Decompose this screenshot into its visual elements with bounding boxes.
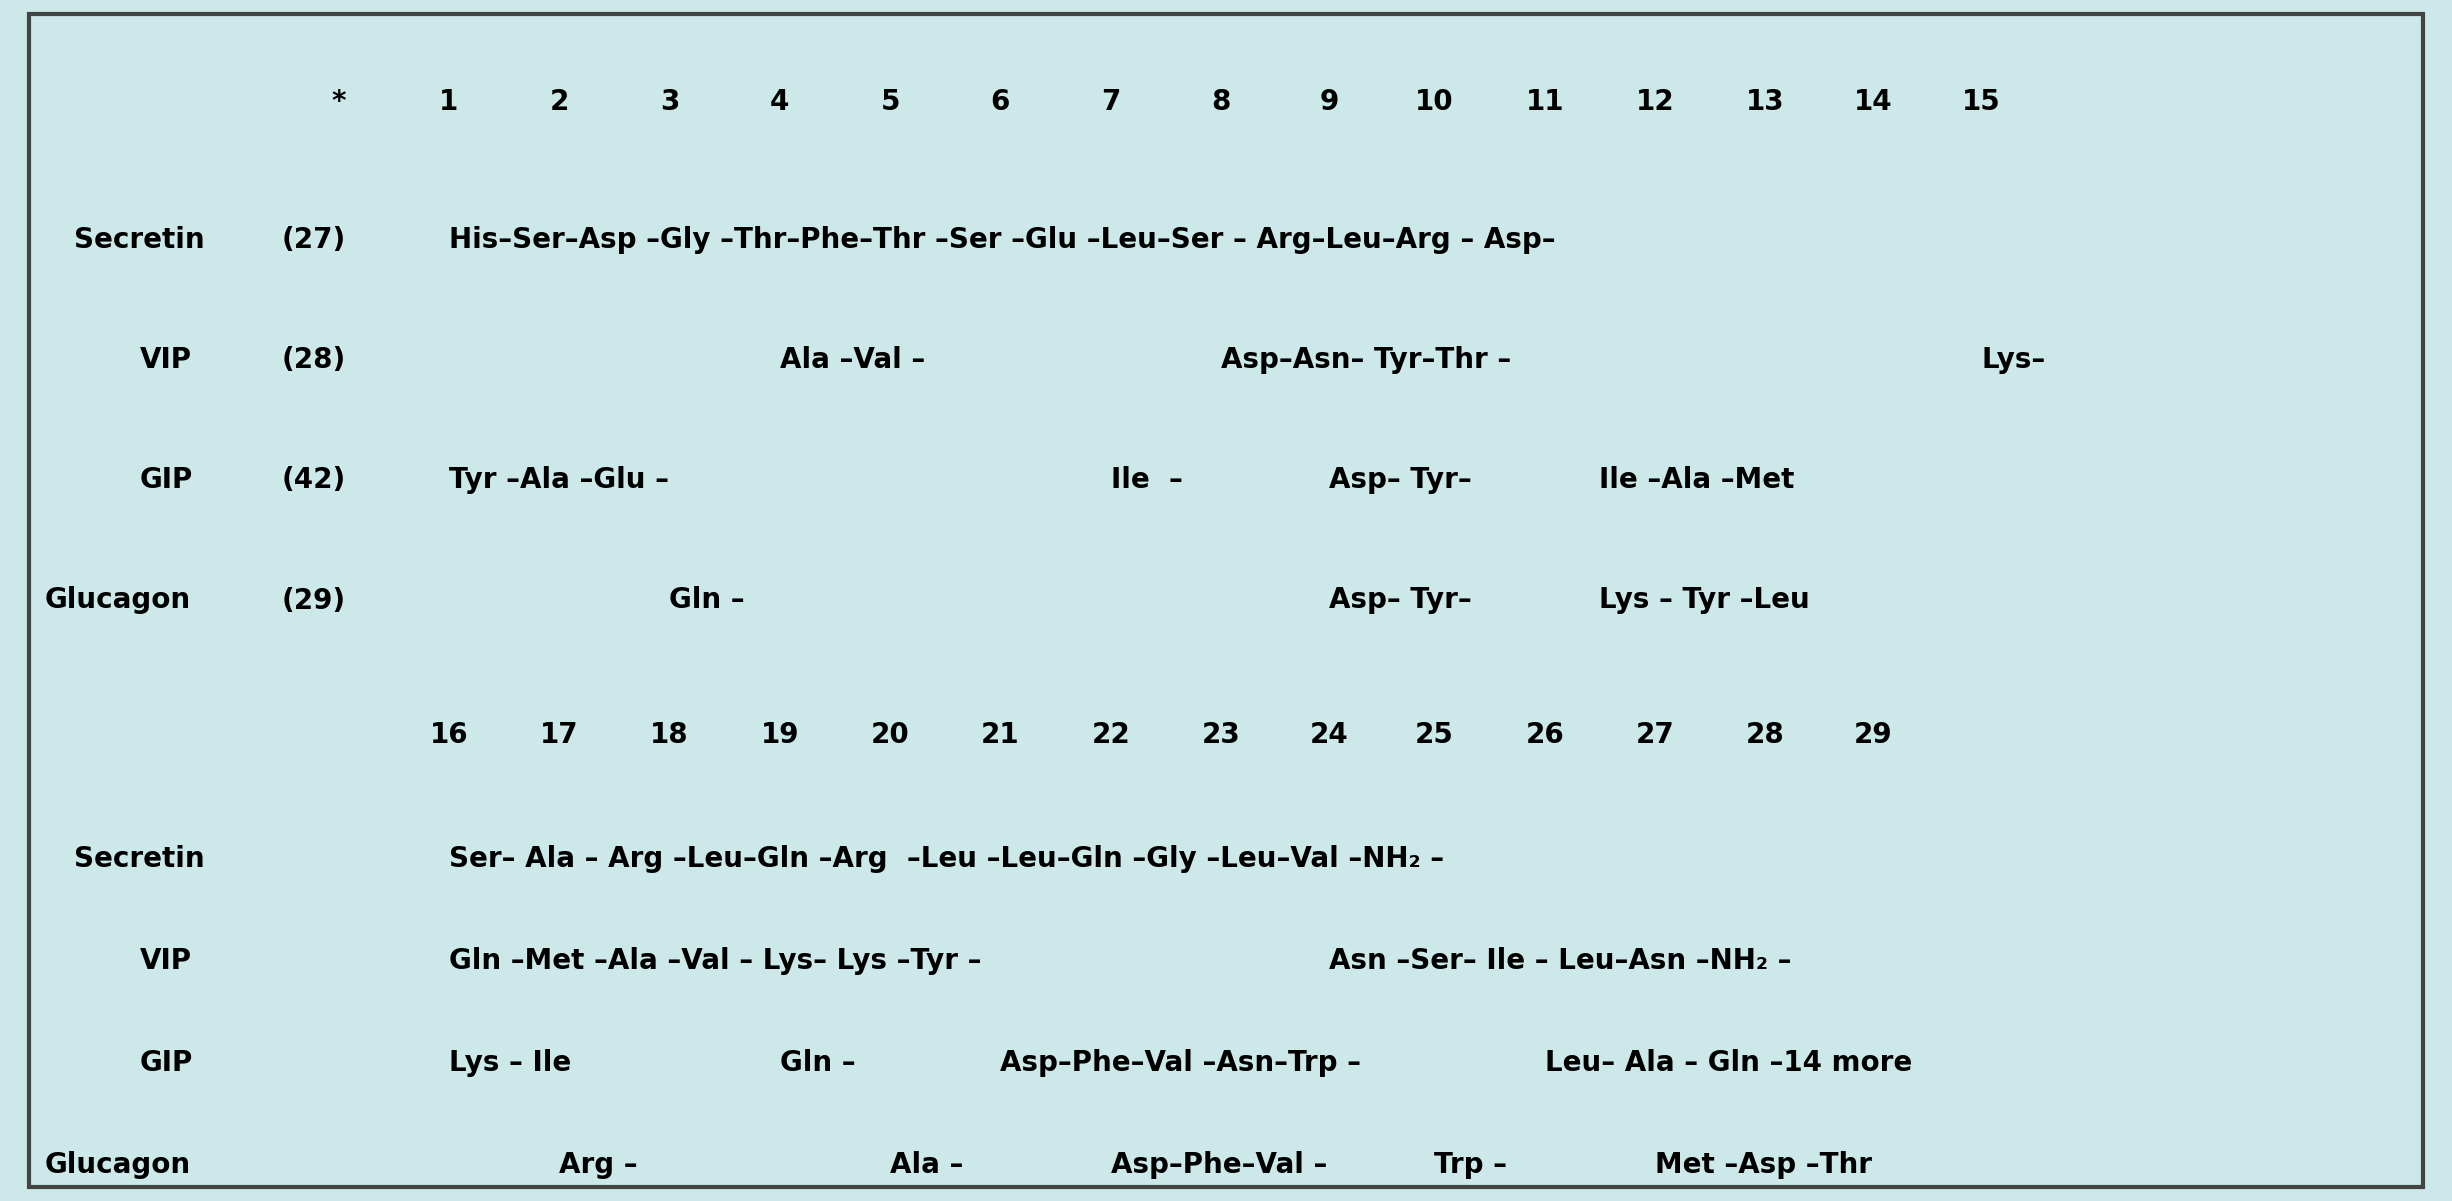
Text: Ile  –: Ile – [1111,466,1182,495]
Text: Ile –Ala –Met: Ile –Ala –Met [1599,466,1795,495]
Text: 7: 7 [1101,88,1121,116]
Text: Asn –Ser– Ile – Leu–Asn –NH₂ –: Asn –Ser– Ile – Leu–Asn –NH₂ – [1329,946,1792,975]
Text: 25: 25 [1415,721,1454,749]
Text: Met –Asp –Thr: Met –Asp –Thr [1655,1151,1871,1179]
Text: (29): (29) [282,586,346,615]
Text: Trp –: Trp – [1434,1151,1508,1179]
Text: 17: 17 [539,721,579,749]
FancyBboxPatch shape [29,14,2423,1187]
Text: 22: 22 [1091,721,1130,749]
Text: Lys – Ile: Lys – Ile [449,1048,571,1077]
Text: 4: 4 [770,88,790,116]
Text: 18: 18 [650,721,689,749]
Text: 27: 27 [1635,721,1675,749]
Text: 6: 6 [991,88,1010,116]
Text: 28: 28 [1746,721,1785,749]
Text: Asp–Phe–Val –Asn–Trp –: Asp–Phe–Val –Asn–Trp – [1000,1048,1361,1077]
Text: Ala –: Ala – [890,1151,964,1179]
Text: 1: 1 [439,88,459,116]
Text: Tyr –Ala –Glu –: Tyr –Ala –Glu – [449,466,669,495]
Text: 13: 13 [1746,88,1785,116]
Text: Ala –Val –: Ala –Val – [780,346,924,375]
Text: GIP: GIP [140,1048,194,1077]
Text: Secretin: Secretin [74,226,204,255]
Text: (42): (42) [282,466,346,495]
Text: 19: 19 [760,721,799,749]
Text: Lys – Tyr –Leu: Lys – Tyr –Leu [1599,586,1810,615]
Text: Secretin: Secretin [74,844,204,873]
Text: 16: 16 [429,721,468,749]
Text: Gln –: Gln – [780,1048,856,1077]
Text: 3: 3 [660,88,679,116]
Text: (28): (28) [282,346,346,375]
Text: Lys–: Lys– [1981,346,2045,375]
Text: Asp–Phe–Val –: Asp–Phe–Val – [1111,1151,1327,1179]
Text: VIP: VIP [140,946,191,975]
Text: 12: 12 [1635,88,1675,116]
Text: GIP: GIP [140,466,194,495]
Text: 2: 2 [549,88,569,116]
Text: Gln –: Gln – [669,586,745,615]
Text: Glucagon: Glucagon [44,586,191,615]
Text: Asp–Asn– Tyr–Thr –: Asp–Asn– Tyr–Thr – [1221,346,1510,375]
Text: His–Ser–Asp –Gly –Thr–Phe–Thr –Ser –Glu –Leu–Ser – Arg–Leu–Arg – Asp–: His–Ser–Asp –Gly –Thr–Phe–Thr –Ser –Glu … [449,226,1555,255]
Text: Arg –: Arg – [559,1151,638,1179]
Text: 8: 8 [1211,88,1231,116]
Text: 24: 24 [1309,721,1349,749]
Text: *: * [331,88,346,116]
Text: 14: 14 [1854,88,1893,116]
Text: 9: 9 [1319,88,1339,116]
Text: 11: 11 [1525,88,1564,116]
Text: Gln –Met –Ala –Val – Lys– Lys –Tyr –: Gln –Met –Ala –Val – Lys– Lys –Tyr – [449,946,981,975]
Text: 5: 5 [880,88,900,116]
Text: Ser– Ala – Arg –Leu–Gln –Arg  –Leu –Leu–Gln –Gly –Leu–Val –NH₂ –: Ser– Ala – Arg –Leu–Gln –Arg –Leu –Leu–G… [449,844,1444,873]
Text: VIP: VIP [140,346,191,375]
Text: 10: 10 [1415,88,1454,116]
Text: 15: 15 [1962,88,2001,116]
Text: 26: 26 [1525,721,1564,749]
Text: 20: 20 [870,721,910,749]
Text: Leu– Ala – Gln –14 more: Leu– Ala – Gln –14 more [1545,1048,1913,1077]
Text: Asp– Tyr–: Asp– Tyr– [1329,586,1471,615]
Text: 23: 23 [1201,721,1241,749]
Text: Asp– Tyr–: Asp– Tyr– [1329,466,1471,495]
Text: 29: 29 [1854,721,1893,749]
Text: 21: 21 [981,721,1020,749]
Text: Glucagon: Glucagon [44,1151,191,1179]
Text: (27): (27) [282,226,346,255]
